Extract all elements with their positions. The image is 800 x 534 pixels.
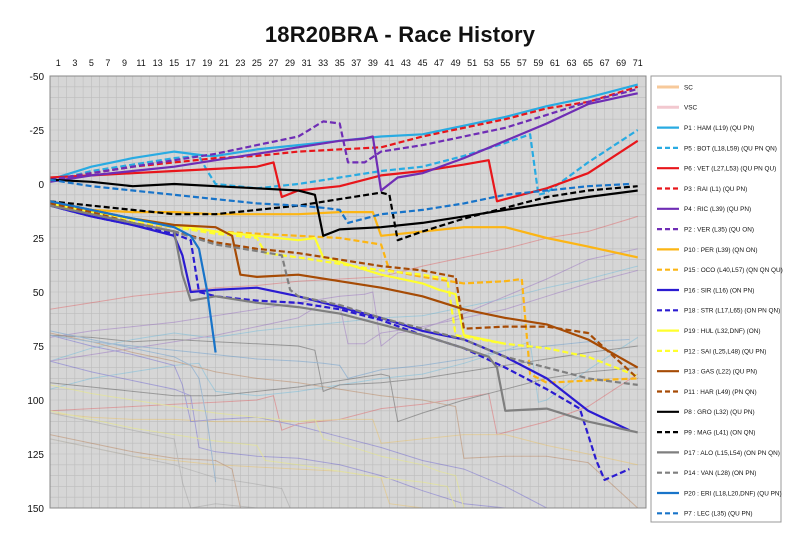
legend-label: P7 : LEC (L35) (QU PN) <box>684 511 753 518</box>
y-tick-label: 125 <box>27 450 44 461</box>
x-tick-label: 1 <box>56 58 61 68</box>
background-trace <box>49 330 217 483</box>
legend-label: P18 : STR (L17,L65) (ON PN QN) <box>684 308 780 315</box>
x-tick-label: 59 <box>533 58 543 68</box>
x-tick-label: 65 <box>583 58 593 68</box>
x-tick-label: 15 <box>169 58 179 68</box>
y-tick-label: 100 <box>27 396 44 407</box>
background-trace <box>49 334 630 379</box>
x-tick-label: 5 <box>89 58 94 68</box>
plot-border <box>49 75 647 509</box>
series-line-15 <box>49 202 639 380</box>
x-tick-label: 21 <box>219 58 229 68</box>
x-tick-label: 43 <box>401 58 411 68</box>
x-tick-label: 29 <box>285 58 295 68</box>
x-tick-label: 11 <box>136 58 145 68</box>
series-line-7 <box>49 87 638 181</box>
background-trace <box>49 334 630 509</box>
legend-label: P3 : RAI (L1) (QU PN) <box>684 186 747 193</box>
x-tick-label: 41 <box>384 58 394 68</box>
y-tick-label: -25 <box>30 126 45 137</box>
x-tick-label: 17 <box>186 58 196 68</box>
series-line-19 <box>49 204 638 386</box>
x-tick-label: 49 <box>451 58 461 68</box>
x-tick-label: 23 <box>235 58 245 68</box>
legend-label: P1 : HAM (L19) (QU PN) <box>684 125 754 132</box>
series-line-6 <box>49 92 638 192</box>
y-tick-label: 150 <box>27 504 44 515</box>
x-tick-label: 25 <box>252 58 262 68</box>
y-tick-label: 0 <box>38 180 44 191</box>
background-trace <box>49 412 638 466</box>
y-tick-label: 25 <box>33 234 45 245</box>
x-tick-label: 63 <box>566 58 576 68</box>
legend-label: P17 : ALO (L15,L54) (ON PN QN) <box>684 450 780 457</box>
legend-label: P20 : ERI (L18,L20,DNF) (QU PN) <box>684 490 782 497</box>
x-tick-label: 7 <box>105 58 110 68</box>
legend-label: P13 : GAS (L22) (QU PN) <box>684 369 757 376</box>
x-tick-label: 57 <box>517 58 527 68</box>
background-trace <box>49 248 638 347</box>
legend-label: P11 : HAR (L49) (PN QN) <box>684 389 757 396</box>
x-tick-label: 61 <box>550 58 560 68</box>
y-tick-label: -50 <box>30 72 45 83</box>
x-tick-label: 13 <box>153 58 163 68</box>
x-tick-label: 55 <box>500 58 510 68</box>
series-lines <box>49 83 639 481</box>
background-trace <box>49 336 638 403</box>
series-line-21 <box>49 178 630 224</box>
background-trace <box>49 332 639 509</box>
legend-label: P6 : VET (L27,L53) (QU PN QU) <box>684 166 776 173</box>
background-trace <box>49 265 638 362</box>
series-line-16 <box>49 178 638 237</box>
background-trace <box>49 269 638 362</box>
chart-title: 18R20BRA - Race History <box>264 22 536 47</box>
series-line-17 <box>49 185 638 242</box>
x-tick-label: 71 <box>633 58 643 68</box>
background-trace <box>49 215 638 310</box>
legend-label: P2 : VER (L35) (QU ON) <box>684 227 754 234</box>
legend-label: P19 : HUL (L32,DNF) (ON) <box>684 328 760 335</box>
x-tick-label: 53 <box>484 58 494 68</box>
legend-label: P12 : SAI (L25,L48) (QU PN) <box>684 348 766 355</box>
x-tick-label: 45 <box>417 58 427 68</box>
background-trace <box>49 384 506 509</box>
series-line-14 <box>49 200 639 369</box>
legend-box <box>650 75 782 523</box>
background-trace <box>49 367 638 423</box>
x-tick-label: 69 <box>616 58 626 68</box>
series-line-20 <box>49 200 217 353</box>
legend-label: VSC <box>684 105 698 112</box>
legend-label: P15 : OCO (L40,L57) (QN QN QU) <box>684 267 783 274</box>
series-line-4 <box>49 139 639 203</box>
x-tick-label: 31 <box>302 58 312 68</box>
legend-label: P10 : PER (L39) (QN ON) <box>684 247 758 254</box>
legend-label: P4 : RIC (L39) (QU PN) <box>684 206 751 213</box>
legend-label: P5 : BOT (L18,L59) (QU PN QN) <box>684 145 777 152</box>
background-trace <box>49 373 638 436</box>
legend-label: SC <box>684 84 693 91</box>
legend-label: P9 : MAG (L41) (ON QN) <box>684 430 755 437</box>
x-tick-label: 9 <box>122 58 127 68</box>
x-tick-label: 51 <box>467 58 477 68</box>
x-tick-label: 47 <box>434 58 444 68</box>
legend-label: P14 : VAN (L28) (ON PN) <box>684 470 756 477</box>
series-line-5 <box>49 85 639 181</box>
legend-label: P16 : SIR (L16) (ON PN) <box>684 287 754 294</box>
y-tick-label: 75 <box>33 342 45 353</box>
x-tick-label: 67 <box>600 58 610 68</box>
x-tick-label: 19 <box>202 58 212 68</box>
x-tick-label: 39 <box>368 58 378 68</box>
legend-label: P8 : GRO (L32) (QU PN) <box>684 409 755 416</box>
x-tick-label: 33 <box>318 58 328 68</box>
x-tick-label: 35 <box>335 58 345 68</box>
x-tick-label: 3 <box>72 58 77 68</box>
x-tick-label: 27 <box>268 58 278 68</box>
y-tick-label: 50 <box>33 288 45 299</box>
series-line-3 <box>49 129 639 196</box>
x-tick-label: 37 <box>351 58 361 68</box>
